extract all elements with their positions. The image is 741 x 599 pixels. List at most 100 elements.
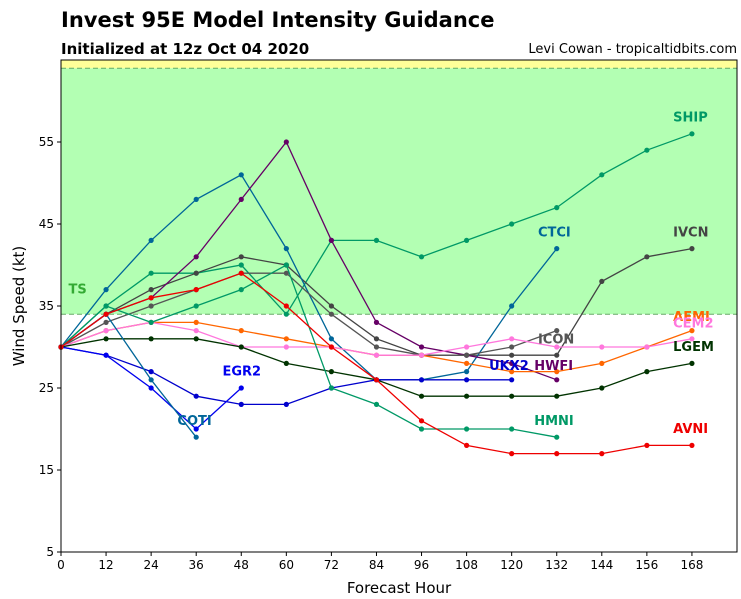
data-point-icon [554,328,560,334]
data-point-icon [464,352,470,358]
data-point-aemi [689,328,695,334]
data-point-ivcn [599,278,605,284]
data-point-ukx2 [509,377,515,383]
data-point-hmni [554,434,560,440]
data-point-ship [464,237,470,243]
data-point-ivcn [689,246,695,252]
data-point-lgem [283,360,289,366]
data-point-ivcn [328,303,334,309]
series-egr2 [58,344,244,432]
data-point-ukx2 [238,401,244,407]
data-point-ship [599,172,605,178]
data-point-aemi [464,360,470,366]
annotation-hwfi: HWFI [534,359,573,374]
data-point-ivcn [148,287,154,293]
data-point-ship [373,237,380,243]
data-point-cem2 [193,328,199,334]
data-point-lgem [554,393,560,399]
data-point-ctci [238,172,244,178]
data-point-hwfi [373,319,380,325]
annotation-lgem: LGEM [673,340,714,355]
data-point-avni [464,442,470,448]
data-point-ship [418,254,425,260]
y-axis-label: Wind Speed (kt) [10,246,28,367]
y-tick-label: 25 [39,381,54,395]
chart-subtitle: Initialized at 12z Oct 04 2020 [61,40,310,58]
data-point-hwfi [283,139,289,145]
data-point-ivcn [373,336,380,342]
annotation-egr2: EGR2 [222,365,261,380]
data-point-avni [599,451,605,457]
data-point-hmni [193,303,199,309]
x-tick-label: 168 [680,558,703,572]
data-point-ukx2 [148,369,154,375]
data-point-hmni [103,303,109,309]
data-point-ship [283,311,289,317]
data-point-avni [148,295,154,301]
data-point-icon [148,303,154,309]
data-point-lgem [464,393,470,399]
data-point-cem2 [418,352,425,358]
data-point-egr2 [148,385,154,391]
data-point-ship [689,131,695,137]
data-point-ivcn [509,352,515,358]
data-point-hmni [328,385,334,391]
annotation-icon: ICON [538,333,574,348]
data-point-ukx2 [193,393,199,399]
data-point-lgem [644,369,650,375]
data-point-avni [509,451,515,457]
data-point-cem2 [283,344,289,350]
data-point-hmni [373,401,380,407]
data-point-ship [148,270,154,276]
annotation-coti: COTI [177,414,211,429]
data-point-hwfi [418,344,425,350]
data-point-hwfi [238,196,244,202]
y-tick-label: 55 [39,135,54,149]
data-point-aemi [509,369,515,375]
annotation-avni: AVNI [673,422,708,437]
x-tick-label: 156 [635,558,658,572]
data-point-ctci [148,237,154,243]
x-tick-label: 48 [234,558,249,572]
data-point-hmni [283,262,289,268]
data-point-lgem [599,385,605,391]
data-point-lgem [193,336,199,342]
data-point-ctci [283,246,289,252]
data-point-icon [283,270,289,276]
data-point-icon [328,311,334,317]
annotation-cem2: CEM2 [673,316,713,331]
band-1 [61,60,737,69]
x-tick-label: 60 [279,558,294,572]
annotation-ivcn: IVCN [673,225,708,240]
x-tick-label: 12 [98,558,113,572]
x-tick-label: 96 [414,558,429,572]
annotation-ukx2: UKX2 [489,359,529,374]
data-point-ctci [554,246,560,252]
x-tick-label: 0 [57,558,65,572]
chart-title: Invest 95E Model Intensity Guidance [61,8,495,32]
annotation-ship: SHIP [673,111,708,126]
data-point-hwfi [193,254,199,260]
x-tick-label: 120 [500,558,523,572]
data-point-ctci [509,303,515,309]
data-point-ivcn [238,254,244,260]
data-point-aemi [238,328,244,334]
chart-credit: Levi Cowan - tropicaltidbits.com [528,42,737,57]
data-point-ship [554,205,560,211]
x-tick-label: 108 [455,558,478,572]
data-point-ukx2 [283,401,289,407]
data-point-lgem [689,360,695,366]
data-point-lgem [418,393,425,399]
y-tick-label: 5 [46,545,54,559]
data-point-cem2 [464,344,470,350]
x-tick-label: 36 [189,558,204,572]
data-point-avni [554,451,560,457]
x-tick-label: 84 [369,558,384,572]
data-point-hwfi [328,237,334,243]
data-point-lgem [509,393,515,399]
data-point-avni [103,311,109,317]
data-point-cem2 [599,344,605,350]
data-point-hmni [148,319,154,325]
annotation-ts: TS [69,283,87,298]
